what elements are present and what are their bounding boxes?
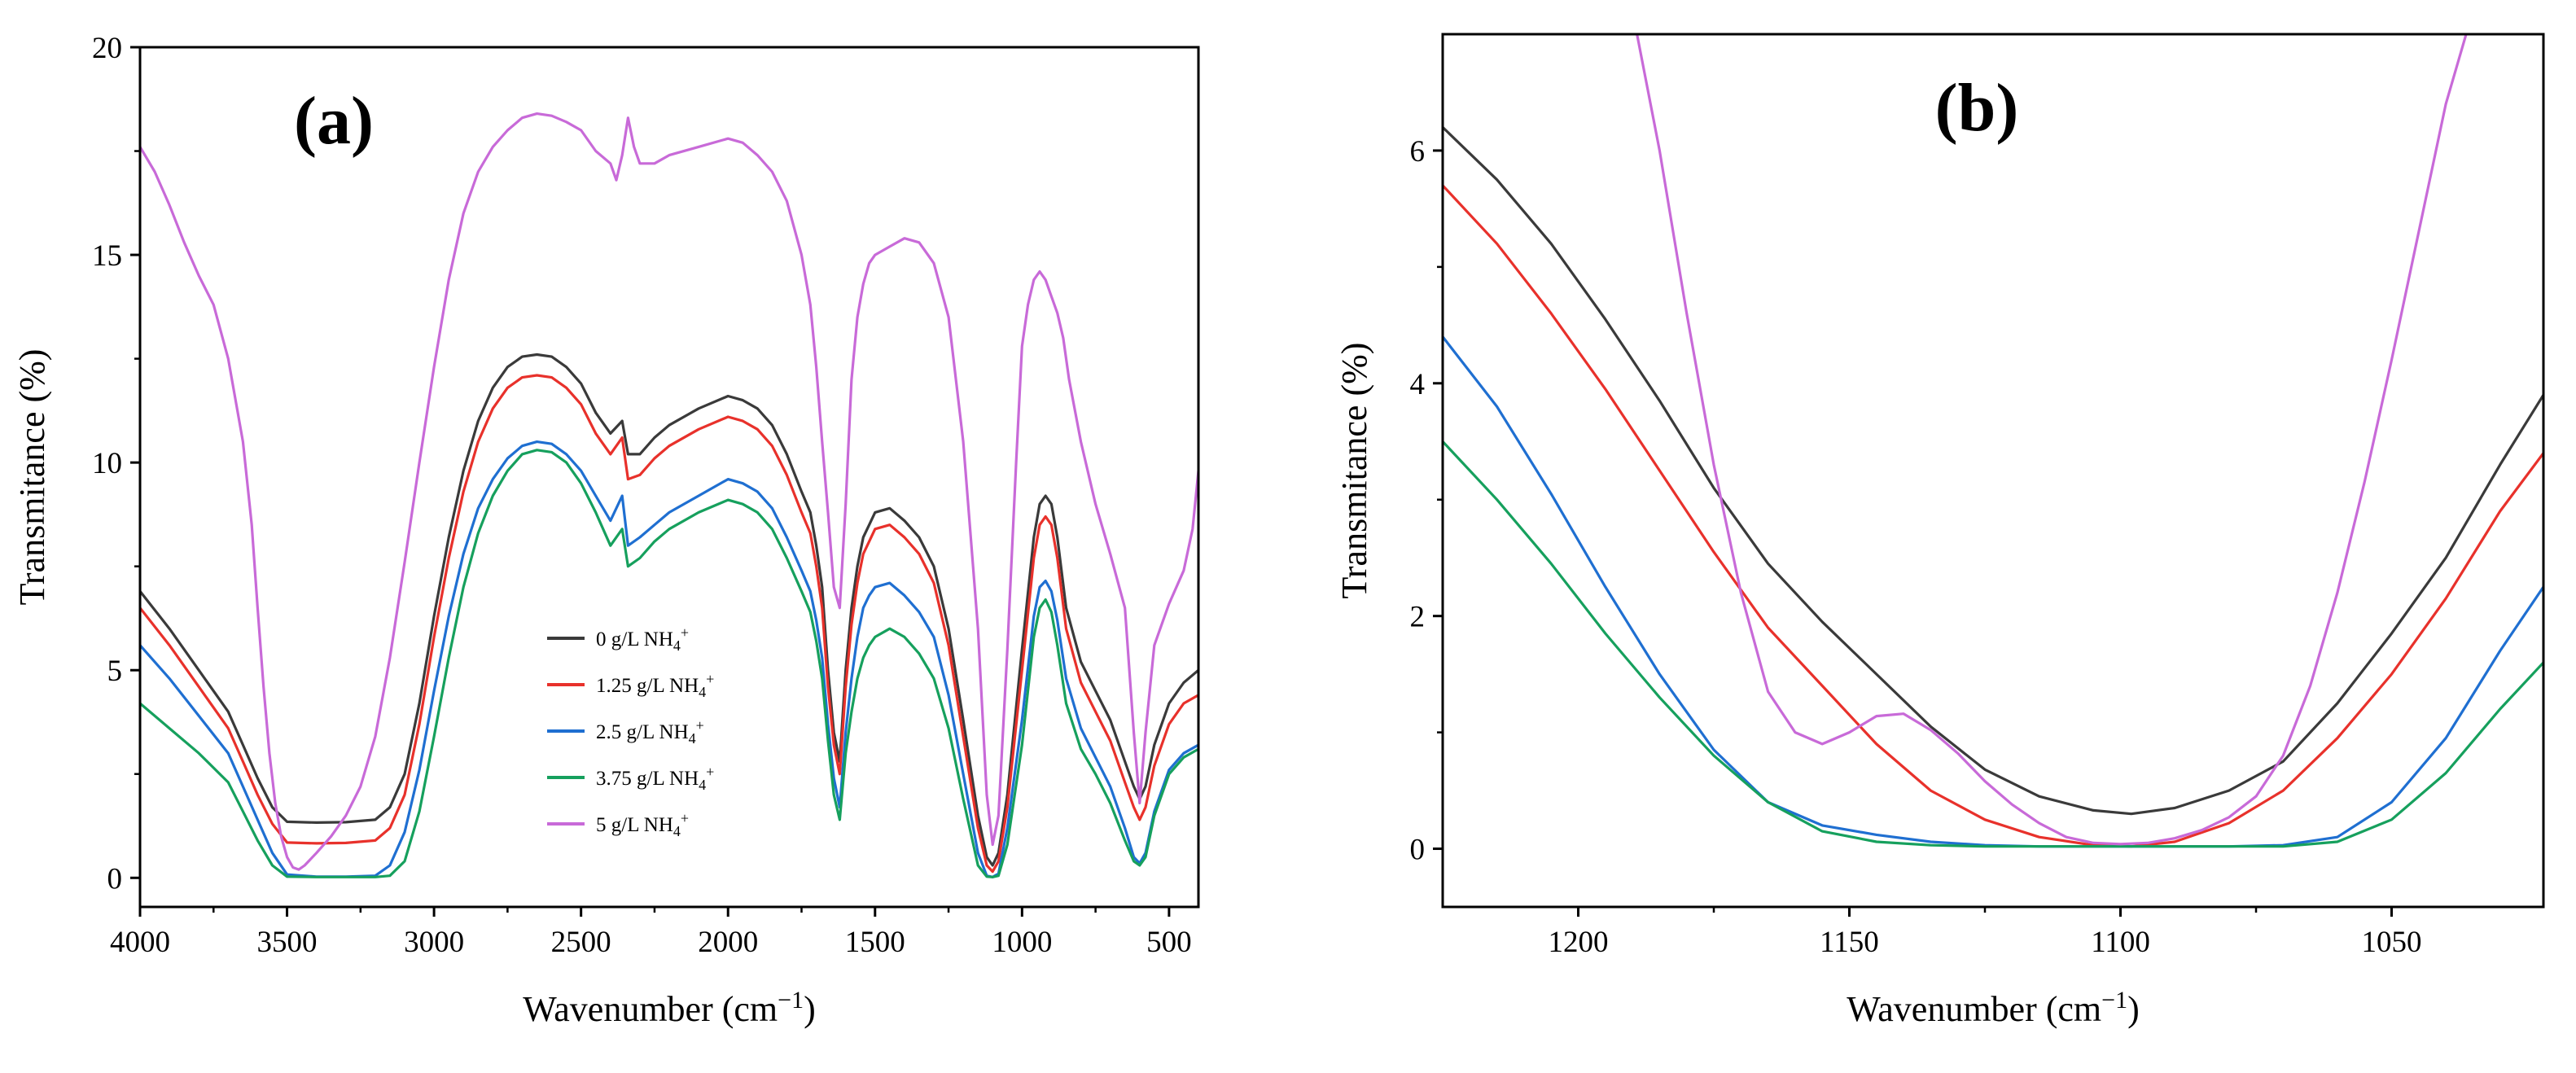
series-line-3	[140, 440, 1198, 878]
series-group	[140, 112, 1198, 878]
panel-tag: (a)	[294, 83, 374, 159]
x-axis-label: Wavenumber (cm−1)	[1847, 987, 2139, 1029]
legend: 0 g/L NH4+ 1.25 g/L NH4+ 2.5 g/L NH4+ 3.75 …	[547, 624, 714, 839]
x-tick-label: 4000	[110, 926, 170, 959]
x-tick-label: 2000	[698, 926, 758, 959]
panel-tag: (b)	[1935, 70, 2019, 146]
y-tick-label: 2	[1410, 601, 1426, 634]
legend-label: 1.25 g/L NH4+	[596, 671, 714, 700]
y-tick-label: 5	[107, 655, 123, 688]
series-line-1	[140, 353, 1198, 867]
series-line-1	[1443, 126, 2543, 816]
x-tick-label: 500	[1146, 926, 1192, 959]
series-line-5	[1636, 34, 2468, 846]
y-tick-label: 4	[1410, 368, 1426, 401]
x-axis-label: Wavenumber (cm−1)	[523, 987, 815, 1029]
y-tick-label: 10	[92, 447, 122, 480]
x-tick-label: 2500	[551, 926, 611, 959]
panel-b: 1200 1150 1100 1050 0 2 4 6 Wavenumber (cm−1) Tra…	[1334, 33, 2545, 1029]
x-tick-label: 1000	[992, 926, 1052, 959]
legend-label: 0 g/L NH4+	[596, 624, 689, 654]
series-group	[1443, 34, 2543, 848]
y-axis-label: Transmitance (%)	[1334, 343, 1374, 599]
series-line-4	[140, 449, 1198, 878]
y-tick-label: 20	[92, 32, 122, 65]
series-line-5	[140, 112, 1198, 871]
series-line-2	[1443, 184, 2543, 848]
x-tick-label: 3000	[404, 926, 464, 959]
x-tick-label: 1150	[1820, 926, 1879, 959]
y-tick-label: 0	[1410, 834, 1426, 867]
x-tick-label: 1100	[2091, 926, 2150, 959]
y-tick-label: 15	[92, 239, 122, 273]
series-line-2	[140, 374, 1198, 874]
series-line-4	[1443, 440, 2543, 848]
legend-label: 3.75 g/L NH4+	[596, 764, 714, 793]
legend-label: 2.5 g/L NH4+	[596, 717, 704, 747]
x-tick-label: 1500	[845, 926, 905, 959]
series-line-3	[1443, 335, 2543, 848]
y-tick-label: 0	[107, 862, 123, 896]
plot-frame	[138, 46, 1200, 909]
panel-a: 4000 3500 3000 2500 2000 1500 1000 500 0 5 10 15 20 W…	[12, 32, 1200, 1029]
x-tick-label: 1200	[1549, 926, 1609, 959]
plot-frame	[1441, 33, 2545, 909]
y-tick-label: 6	[1410, 135, 1426, 169]
legend-label: 5 g/L NH4+	[596, 810, 689, 839]
x-tick-label: 1050	[2362, 926, 2422, 959]
y-axis-label: Transmitance (%)	[12, 349, 52, 606]
x-tick-label: 3500	[257, 926, 318, 959]
